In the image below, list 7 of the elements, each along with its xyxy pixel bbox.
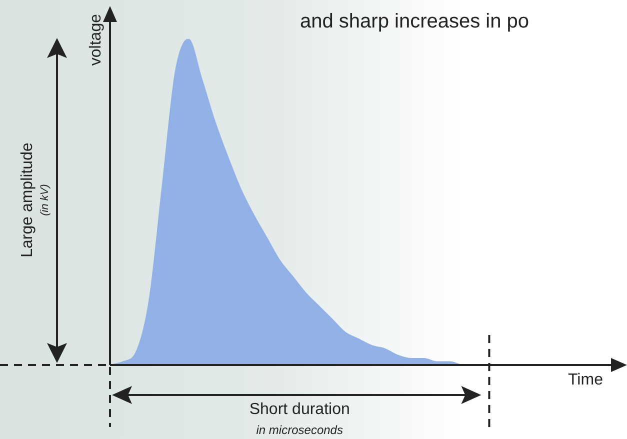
chart-title: and sharp increases in po (300, 10, 530, 33)
x-axis-title: Time (568, 371, 604, 388)
text: in microseconds (256, 423, 343, 437)
text: Short duration (249, 401, 350, 419)
y-axis-title: voltage (87, 14, 104, 66)
text: Large amplitude (19, 142, 37, 258)
text: (in kV) (39, 184, 51, 216)
